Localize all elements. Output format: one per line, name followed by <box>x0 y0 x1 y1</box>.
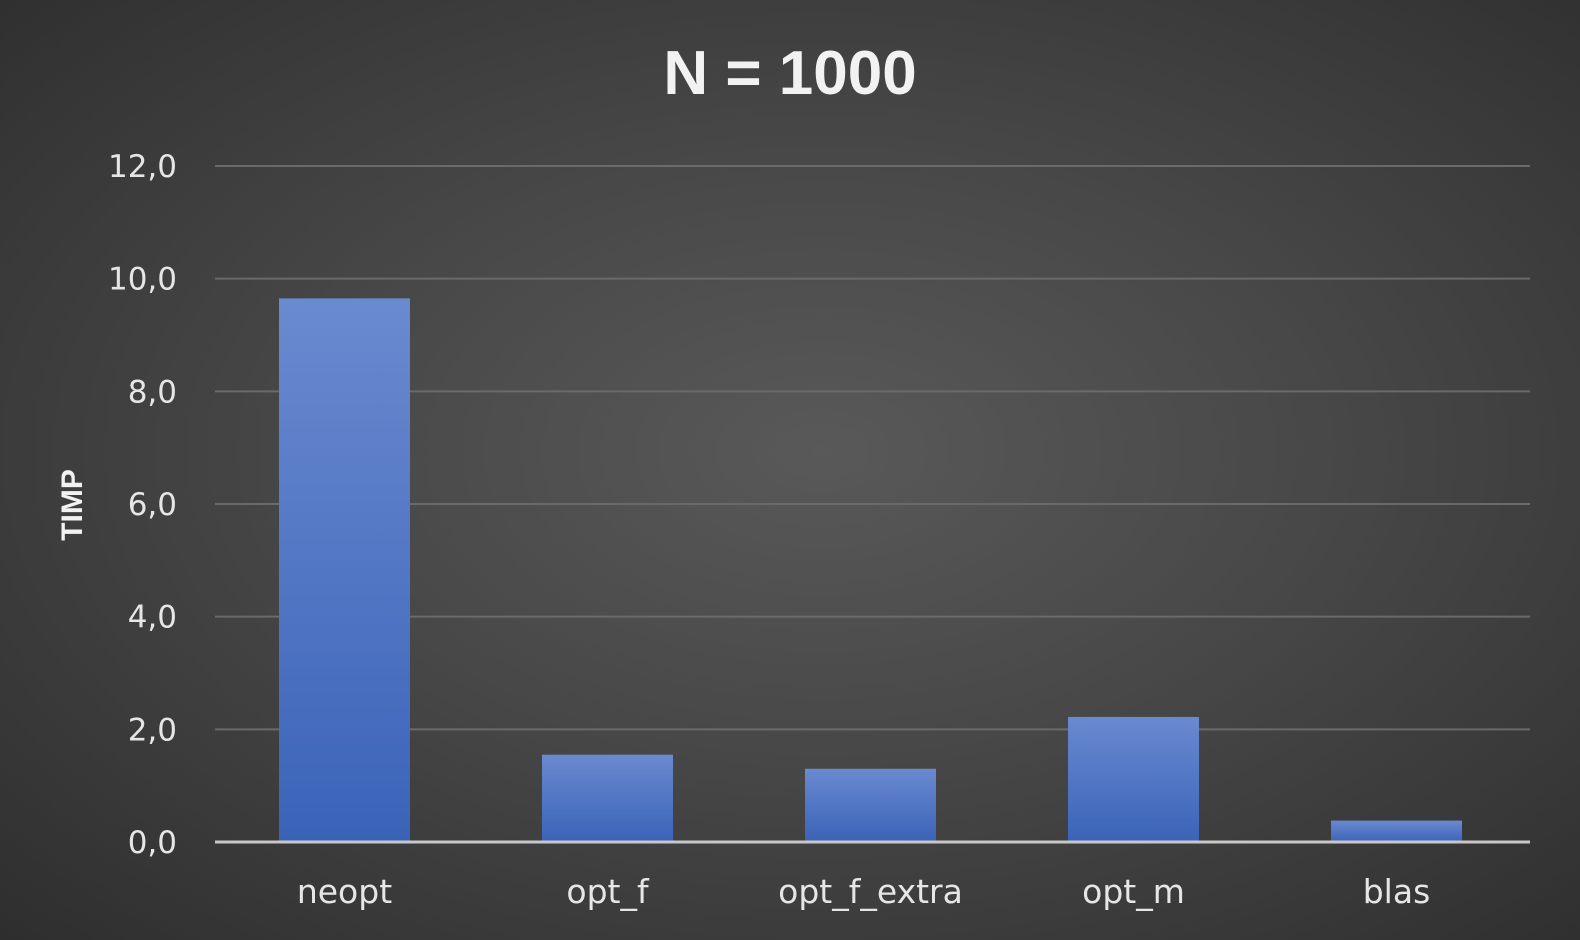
gridlines <box>215 165 1530 731</box>
y-tick-labels: 0,0 2,0 4,0 6,0 8,0 10,0 12,0 <box>108 149 177 861</box>
x-category-labels: neopt opt_f opt_f_extra opt_m blas <box>297 872 1430 911</box>
y-tick-label: 12,0 <box>108 149 177 185</box>
x-category-label: blas <box>1363 872 1431 911</box>
bar-neopt <box>279 298 410 843</box>
bars <box>215 298 1530 844</box>
x-category-label: opt_f_extra <box>778 872 963 911</box>
chart-title: N = 1000 <box>663 39 916 108</box>
y-tick-label: 6,0 <box>128 487 177 523</box>
y-tick-label: 0,0 <box>128 825 177 861</box>
x-category-label: opt_f <box>566 872 650 911</box>
y-tick-label: 10,0 <box>108 262 177 298</box>
y-axis-label: TIMP <box>56 469 89 541</box>
bar-opt-m <box>1068 716 1199 842</box>
y-tick-label: 2,0 <box>128 712 177 748</box>
x-category-label: opt_m <box>1082 872 1185 911</box>
bar-opt-f <box>542 754 673 842</box>
bar-blas <box>1331 820 1462 842</box>
y-tick-label: 8,0 <box>128 374 177 410</box>
x-category-label: neopt <box>297 872 392 911</box>
y-tick-label: 4,0 <box>128 600 177 636</box>
bar-opt-f-extra <box>805 768 936 842</box>
